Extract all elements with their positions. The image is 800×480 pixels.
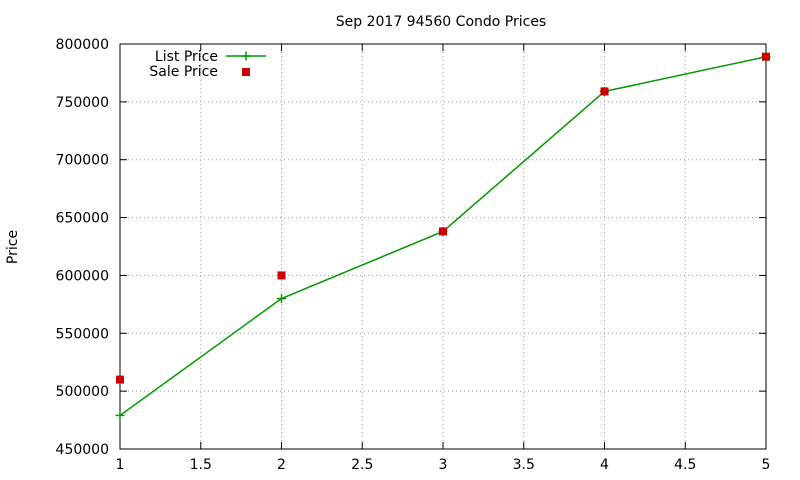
- x-tick-labels: 1 1.5 2 2.5 3 3.5 4 4.5 5: [116, 457, 771, 473]
- y-tick-labels: 450000 500000 550000 600000 650000 700000 7500…: [56, 37, 109, 458]
- sale-price-point: [600, 87, 609, 96]
- list-price-point: [277, 294, 286, 304]
- y-tick-label: 450000: [56, 442, 109, 458]
- x-tick-label: 2: [277, 457, 286, 473]
- x-tick-label: 4.5: [674, 457, 696, 473]
- y-tick-label: 600000: [56, 268, 109, 284]
- list-price-point: [115, 410, 125, 420]
- legend-swatch-sale-price: [242, 68, 250, 76]
- x-tick-label: 3: [439, 457, 448, 473]
- x-tick-label: 1.5: [190, 457, 212, 473]
- x-tick-label: 5: [762, 457, 771, 473]
- y-tick-label: 700000: [56, 153, 109, 169]
- legend-label-list-price: List Price: [155, 49, 218, 65]
- chart-title: Sep 2017 94560 Condo Prices: [336, 14, 546, 30]
- sale-price-point: [116, 375, 124, 384]
- y-tick-label: 800000: [56, 37, 109, 53]
- legend: List Price Sale Price: [149, 49, 266, 80]
- y-tick-label: 550000: [56, 326, 109, 342]
- grid: [120, 44, 766, 449]
- x-tick-label: 2.5: [351, 457, 373, 473]
- x-tick-label: 1: [116, 457, 125, 473]
- x-tick-label: 3.5: [513, 457, 535, 473]
- series: [115, 52, 771, 420]
- y-axis-label: Price: [5, 230, 21, 264]
- y-tick-label: 750000: [56, 95, 109, 111]
- legend-label-sale-price: Sale Price: [149, 64, 218, 80]
- y-tick-label: 650000: [56, 211, 109, 227]
- sale-price-point: [762, 52, 770, 61]
- legend-list-marker: [241, 51, 251, 61]
- axis-ticks: [119, 43, 767, 450]
- legend-sale-marker: [242, 68, 250, 76]
- legend-swatch-list-price: [226, 51, 266, 61]
- y-tick-label: 500000: [56, 384, 109, 400]
- sale-price-point: [277, 271, 286, 280]
- sale-price-point: [439, 227, 447, 236]
- x-tick-label: 4: [600, 457, 609, 473]
